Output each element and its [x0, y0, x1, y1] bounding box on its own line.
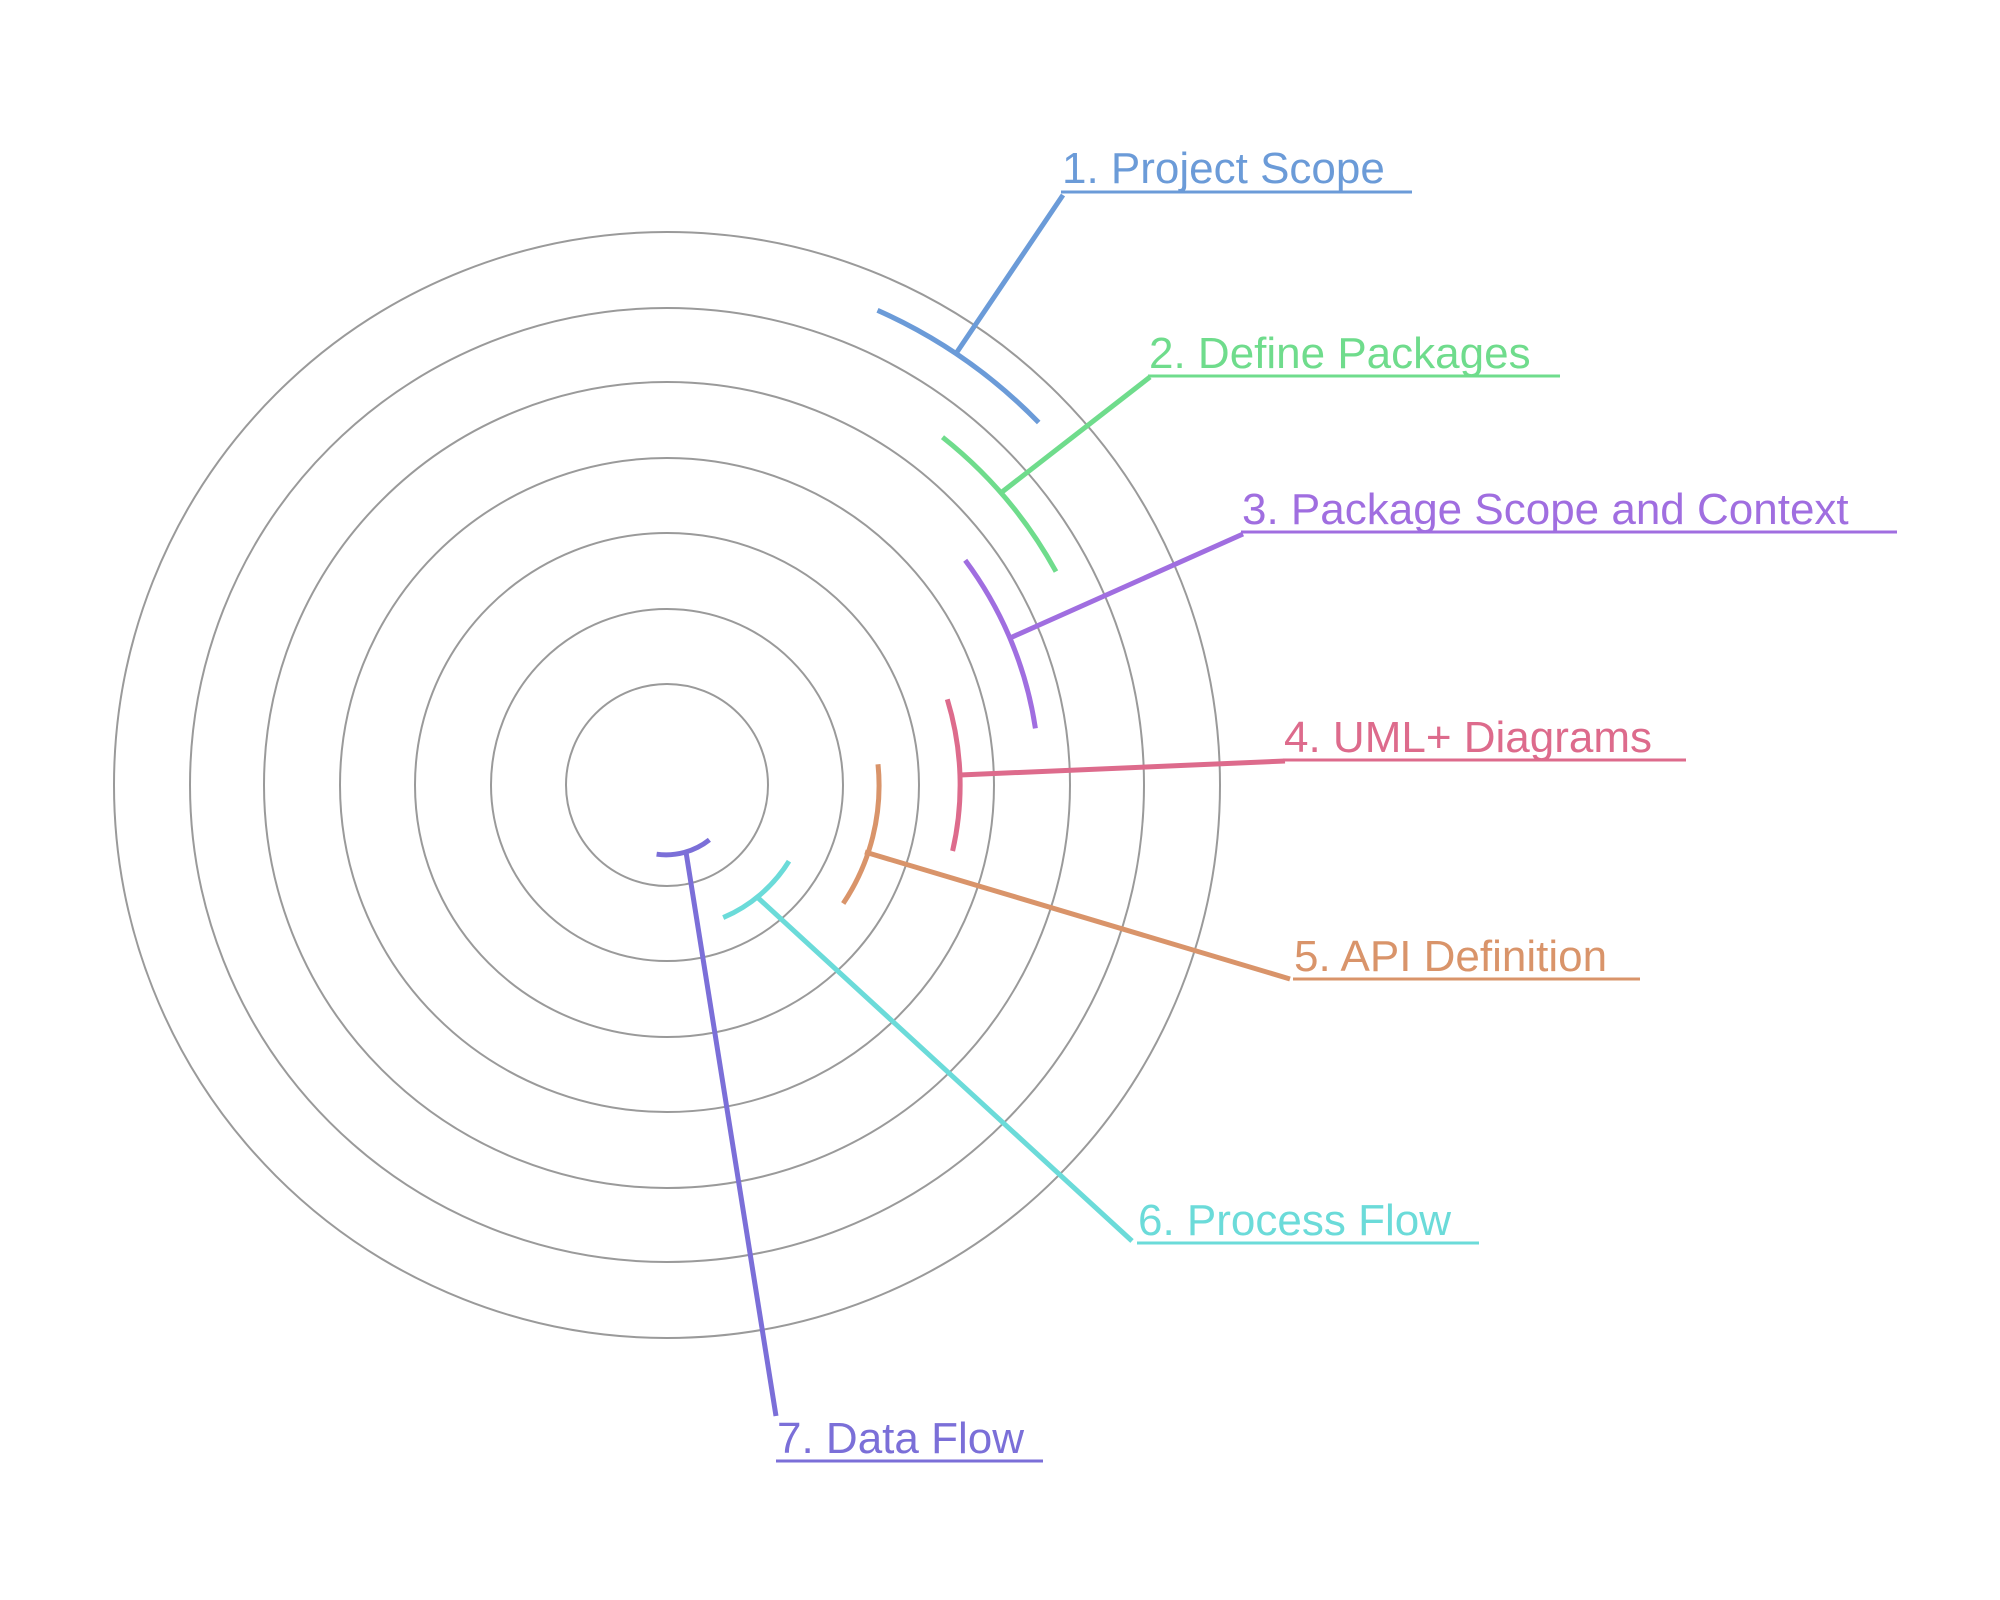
- step-5-arc: [841, 764, 882, 905]
- step-7-arc: [656, 837, 711, 858]
- step-5-label[interactable]: 5. API Definition: [1294, 932, 1607, 981]
- step-3-leader: [1008, 531, 1245, 641]
- step-3-label[interactable]: 3. Package Scope and Context: [1242, 485, 1849, 534]
- step-3: 3. Package Scope and Context: [963, 485, 1897, 729]
- step-4-arc: [944, 698, 963, 852]
- step-3-arc: [963, 558, 1038, 729]
- step-2: 2. Define Packages: [940, 329, 1560, 573]
- step-7: 7. Data Flow: [656, 837, 1043, 1463]
- step-2-arc: [940, 435, 1059, 573]
- ring-1: [565, 683, 769, 887]
- ring-5: [263, 381, 1071, 1189]
- ring-6: [189, 307, 1145, 1263]
- step-1-leader: [952, 193, 1066, 357]
- step-1-label[interactable]: 1. Project Scope: [1062, 144, 1385, 193]
- step-2-label[interactable]: 2. Define Packages: [1149, 329, 1531, 378]
- step-4: 4. UML+ Diagrams: [944, 698, 1686, 852]
- ring-7: [113, 231, 1221, 1339]
- step-1-arc: [876, 308, 1041, 425]
- step-2-leader: [1000, 375, 1152, 494]
- step-1: 1. Project Scope: [876, 144, 1412, 425]
- step-6-label[interactable]: 6. Process Flow: [1138, 1196, 1451, 1245]
- step-7-label[interactable]: 7. Data Flow: [777, 1414, 1024, 1463]
- step-4-label[interactable]: 4. UML+ Diagrams: [1284, 713, 1652, 762]
- step-6: 6. Process Flow: [722, 859, 1479, 1245]
- step-4-leader: [959, 758, 1286, 778]
- ring-4: [339, 457, 995, 1113]
- concentric-rings: [113, 231, 1221, 1339]
- step-6-leader: [754, 894, 1134, 1243]
- step-5: 5. API Definition: [841, 764, 1640, 982]
- step-7-leader: [683, 851, 779, 1417]
- step-6-arc: [722, 859, 792, 920]
- ring-2: [490, 608, 844, 962]
- ring-3: [414, 532, 920, 1038]
- step-5-leader: [864, 849, 1291, 982]
